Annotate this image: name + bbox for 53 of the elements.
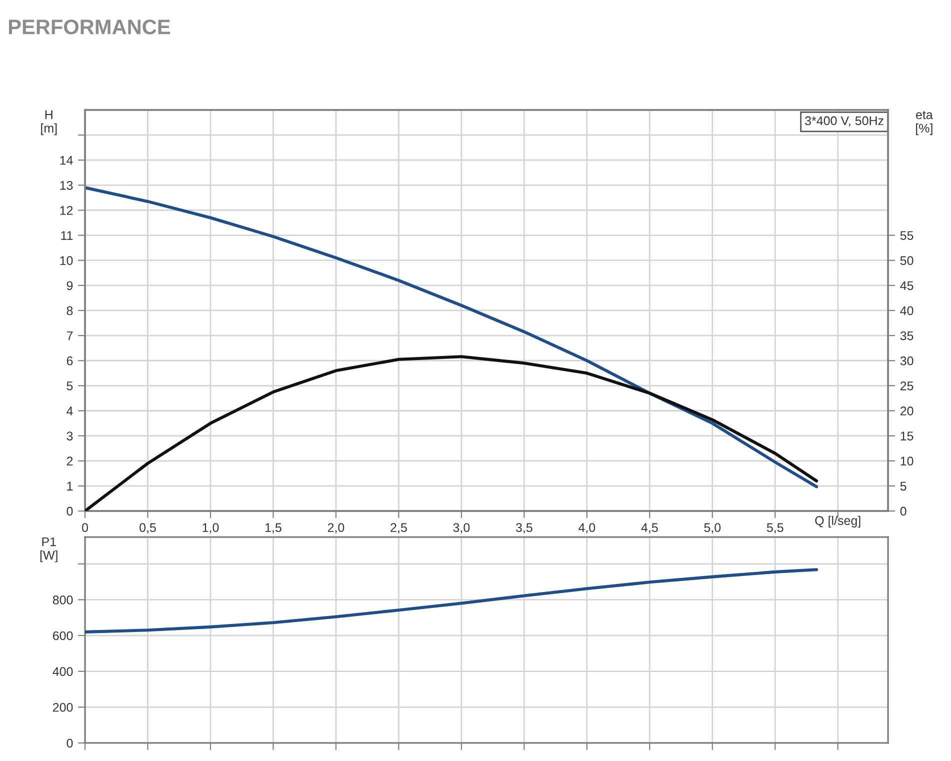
y-tick-label: 6 bbox=[66, 356, 73, 366]
line-series bbox=[85, 355, 818, 512]
y-tick-label: 10 bbox=[60, 256, 73, 266]
y-tick-label: 200 bbox=[52, 702, 73, 712]
y2-tick-label: 5 bbox=[900, 482, 906, 491]
y-tick-label: 14 bbox=[60, 156, 73, 165]
y-axis-title: P1 [W] bbox=[40, 537, 58, 562]
x-tick-label: 0,5 bbox=[140, 523, 156, 534]
y2-tick-label: 45 bbox=[900, 281, 914, 290]
x-tick-label: 5,5 bbox=[766, 523, 784, 534]
y-tick-label: 3 bbox=[66, 432, 73, 440]
y-tick-label: 12 bbox=[60, 206, 73, 215]
x-tick-label: 2,5 bbox=[390, 523, 407, 534]
x-axis-title: Q [l/seg] bbox=[815, 516, 860, 528]
y2-tick-label: 30 bbox=[900, 356, 914, 366]
y-tick-label: 5 bbox=[66, 382, 73, 390]
y-tick-label: 0 bbox=[66, 506, 73, 516]
x-tick-label: 0 bbox=[82, 523, 88, 532]
y2-tick-label: 20 bbox=[900, 406, 914, 416]
y-tick-label: 13 bbox=[60, 180, 73, 190]
y-tick-label: 1 bbox=[67, 482, 73, 490]
y-tick-label: 4 bbox=[66, 406, 73, 416]
y-tick-label: 8 bbox=[66, 306, 73, 316]
y-tick-label: 7 bbox=[66, 331, 73, 340]
y-tick-label: 600 bbox=[52, 631, 73, 640]
y2-tick-label: 50 bbox=[900, 256, 914, 266]
x-tick-label: 5,0 bbox=[704, 523, 721, 534]
y-tick-label: 2 bbox=[66, 456, 73, 466]
line-series bbox=[85, 186, 818, 488]
y2-axis-title: eta [%] bbox=[916, 110, 933, 136]
x-tick-label: 4,0 bbox=[578, 523, 596, 534]
y-tick-label: 11 bbox=[61, 231, 73, 240]
y2-tick-label: 0 bbox=[900, 506, 906, 516]
y2-tick-label: 55 bbox=[900, 231, 914, 240]
x-tick-label: 1,5 bbox=[265, 523, 282, 534]
y-tick-label: 9 bbox=[66, 281, 73, 290]
y-tick-label: 0 bbox=[66, 738, 73, 748]
y2-tick-label: 40 bbox=[900, 306, 914, 316]
x-tick-label: 2,0 bbox=[328, 523, 344, 534]
x-tick-label: 3,5 bbox=[516, 523, 532, 534]
y-tick-label: 400 bbox=[52, 667, 73, 676]
x-tick-label: 4,5 bbox=[641, 523, 658, 534]
y2-tick-label: 35 bbox=[900, 331, 914, 340]
x-tick-label: 3,0 bbox=[453, 523, 470, 534]
y2-tick-label: 15 bbox=[900, 432, 914, 440]
x-tick-label: 1,0 bbox=[202, 523, 219, 534]
annotation: 3*400 V, 50Hz bbox=[805, 116, 884, 127]
line-series bbox=[85, 568, 818, 634]
y2-tick-label: 10 bbox=[900, 456, 914, 466]
y-axis-title: H [m] bbox=[41, 110, 57, 136]
y-tick-label: 800 bbox=[52, 596, 73, 604]
chart-title: PERFORMANCE bbox=[9, 20, 170, 34]
y2-tick-label: 25 bbox=[900, 381, 914, 390]
